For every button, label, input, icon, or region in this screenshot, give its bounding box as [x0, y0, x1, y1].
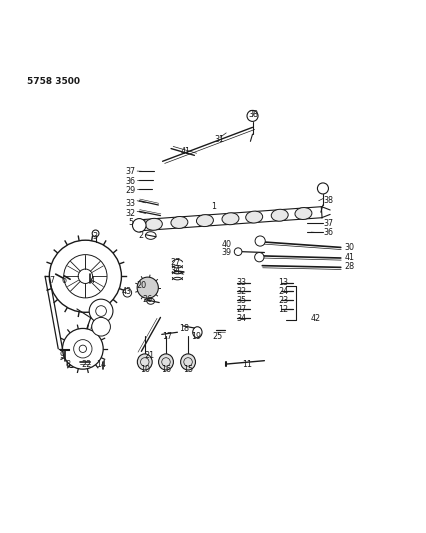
Circle shape	[62, 328, 103, 369]
Ellipse shape	[180, 354, 195, 370]
Ellipse shape	[145, 219, 162, 230]
Ellipse shape	[222, 213, 239, 225]
Text: 36: 36	[322, 228, 332, 237]
Text: 22: 22	[81, 360, 91, 369]
Text: 41: 41	[343, 253, 354, 262]
Circle shape	[92, 318, 110, 336]
Text: 33: 33	[126, 199, 135, 208]
Text: 3: 3	[92, 232, 97, 241]
Text: 32: 32	[125, 208, 135, 217]
Text: 13: 13	[278, 278, 288, 287]
Text: 30: 30	[343, 243, 354, 252]
Text: 12: 12	[278, 305, 288, 314]
Circle shape	[234, 248, 242, 255]
Text: 38: 38	[248, 110, 258, 119]
Text: 5: 5	[128, 218, 133, 227]
Text: 4: 4	[90, 276, 95, 285]
Text: 6: 6	[61, 276, 66, 285]
Text: 40: 40	[221, 239, 231, 248]
Text: 42: 42	[310, 314, 320, 323]
Circle shape	[254, 236, 265, 246]
Circle shape	[132, 219, 146, 232]
Text: 29: 29	[125, 187, 135, 196]
Text: 14: 14	[96, 360, 106, 369]
Text: 16: 16	[161, 365, 170, 374]
Ellipse shape	[294, 207, 311, 220]
Ellipse shape	[196, 215, 213, 227]
Text: 34: 34	[236, 314, 245, 323]
Ellipse shape	[271, 209, 288, 221]
Text: 23: 23	[278, 296, 288, 305]
Text: 28: 28	[343, 262, 354, 271]
Text: 25: 25	[212, 332, 222, 341]
Ellipse shape	[170, 216, 187, 229]
Text: 9: 9	[59, 351, 64, 360]
Text: 35: 35	[236, 296, 245, 305]
Text: 32: 32	[236, 287, 245, 296]
Text: 24: 24	[278, 287, 288, 296]
Text: 8: 8	[66, 360, 71, 369]
Ellipse shape	[56, 274, 62, 279]
Text: 11: 11	[242, 360, 252, 369]
Text: 34: 34	[170, 266, 180, 275]
Text: 2: 2	[138, 231, 144, 240]
Circle shape	[137, 277, 158, 298]
Text: 41: 41	[181, 148, 190, 157]
Ellipse shape	[158, 354, 173, 370]
Text: 20: 20	[136, 281, 146, 289]
Text: 33: 33	[236, 278, 245, 287]
Text: 38: 38	[322, 196, 332, 205]
Text: 27: 27	[170, 258, 180, 266]
Text: 36: 36	[126, 177, 135, 186]
Text: 31: 31	[214, 135, 225, 144]
Text: 19: 19	[191, 332, 201, 341]
Text: 37: 37	[125, 166, 135, 175]
Text: 5758 3500: 5758 3500	[27, 77, 80, 86]
Text: 10: 10	[139, 365, 150, 374]
Text: 43: 43	[121, 287, 131, 296]
Ellipse shape	[137, 354, 152, 370]
Text: 27: 27	[236, 305, 246, 314]
Text: 39: 39	[221, 248, 231, 257]
Text: 21: 21	[144, 351, 155, 360]
Circle shape	[89, 299, 113, 323]
Circle shape	[254, 253, 263, 262]
Ellipse shape	[245, 211, 262, 223]
Text: 17: 17	[161, 332, 172, 341]
Text: 26: 26	[142, 295, 153, 304]
Text: 18: 18	[178, 324, 188, 333]
Text: 1: 1	[210, 202, 216, 211]
Text: 7: 7	[49, 276, 54, 285]
Text: 15: 15	[183, 365, 193, 374]
Text: 37: 37	[322, 219, 332, 228]
Circle shape	[49, 240, 121, 312]
